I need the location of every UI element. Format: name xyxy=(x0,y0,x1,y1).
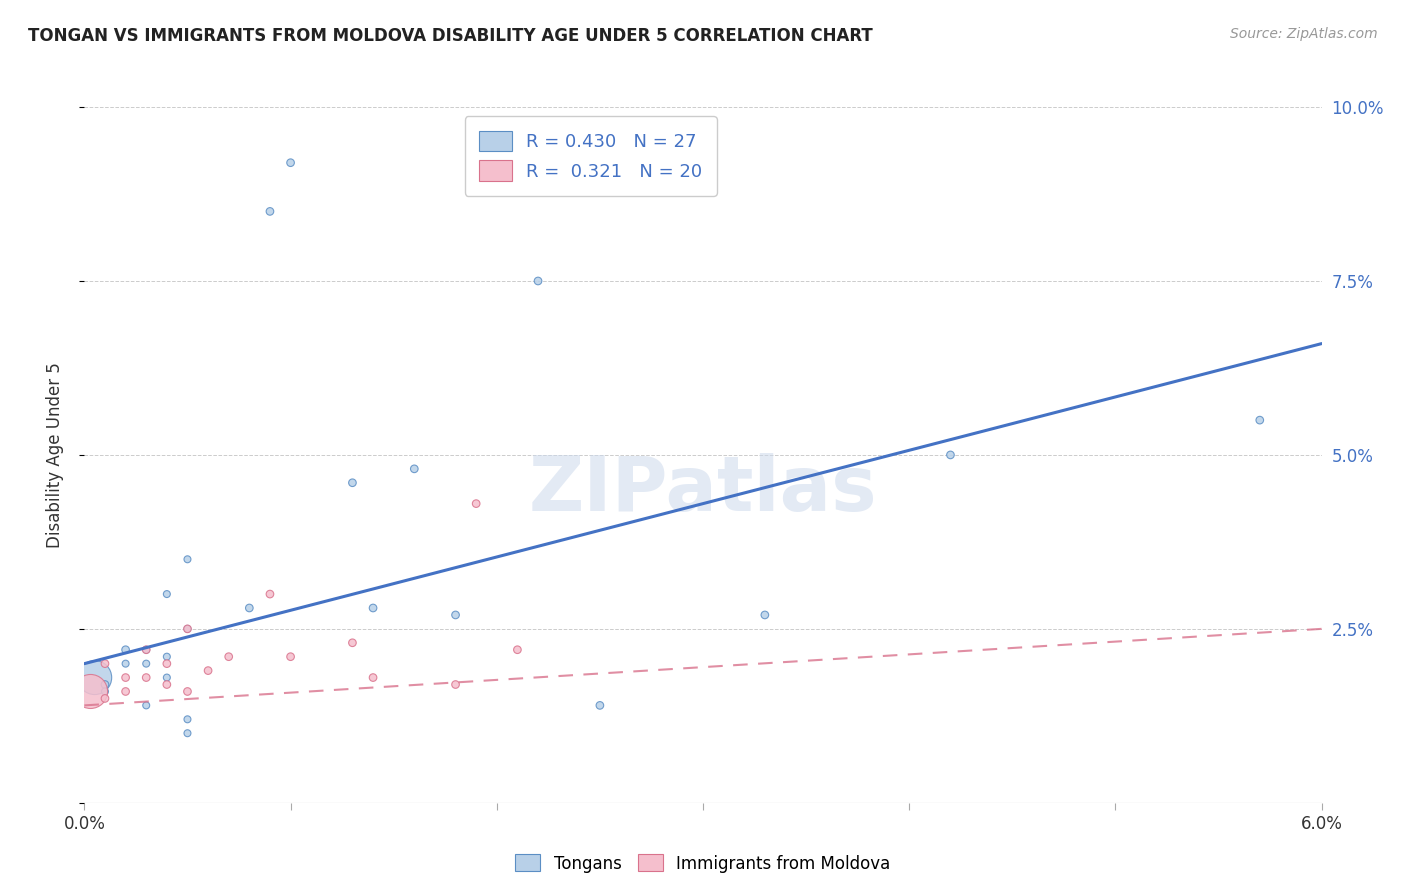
Point xyxy=(361,671,384,685)
Point xyxy=(259,587,281,601)
Point xyxy=(176,622,198,636)
Point xyxy=(280,649,302,664)
Point xyxy=(197,664,219,678)
Point xyxy=(135,671,157,685)
Point xyxy=(444,607,467,622)
Point xyxy=(135,698,157,713)
Point xyxy=(83,671,105,685)
Point xyxy=(176,712,198,726)
Point xyxy=(444,677,467,691)
Point xyxy=(156,587,179,601)
Point xyxy=(176,552,198,566)
Point xyxy=(114,657,136,671)
Point xyxy=(238,601,260,615)
Point xyxy=(114,684,136,698)
Point xyxy=(156,677,179,691)
Point xyxy=(342,475,364,490)
Point xyxy=(218,649,240,664)
Point xyxy=(94,691,117,706)
Point xyxy=(939,448,962,462)
Point xyxy=(280,155,302,169)
Point xyxy=(1249,413,1271,427)
Legend: R = 0.430   N = 27, R =  0.321   N = 20: R = 0.430 N = 27, R = 0.321 N = 20 xyxy=(464,116,717,195)
Point xyxy=(94,657,117,671)
Point xyxy=(342,636,364,650)
Legend: Tongans, Immigrants from Moldova: Tongans, Immigrants from Moldova xyxy=(509,847,897,880)
Point xyxy=(506,642,529,657)
Point xyxy=(114,671,136,685)
Point xyxy=(259,204,281,219)
Text: ZIPatlas: ZIPatlas xyxy=(529,453,877,526)
Point xyxy=(135,642,157,657)
Text: TONGAN VS IMMIGRANTS FROM MOLDOVA DISABILITY AGE UNDER 5 CORRELATION CHART: TONGAN VS IMMIGRANTS FROM MOLDOVA DISABI… xyxy=(28,27,873,45)
Point xyxy=(94,677,117,691)
Point xyxy=(176,726,198,740)
Point xyxy=(156,657,179,671)
Y-axis label: Disability Age Under 5: Disability Age Under 5 xyxy=(45,362,63,548)
Point xyxy=(135,642,157,657)
Point xyxy=(135,657,157,671)
Point xyxy=(754,607,776,622)
Point xyxy=(79,684,101,698)
Point xyxy=(94,684,117,698)
Point xyxy=(465,497,488,511)
Point xyxy=(589,698,612,713)
Point xyxy=(527,274,550,288)
Point xyxy=(176,622,198,636)
Point xyxy=(156,649,179,664)
Point xyxy=(404,462,426,476)
Point xyxy=(114,642,136,657)
Text: Source: ZipAtlas.com: Source: ZipAtlas.com xyxy=(1230,27,1378,41)
Point xyxy=(361,601,384,615)
Point xyxy=(156,671,179,685)
Point xyxy=(176,684,198,698)
